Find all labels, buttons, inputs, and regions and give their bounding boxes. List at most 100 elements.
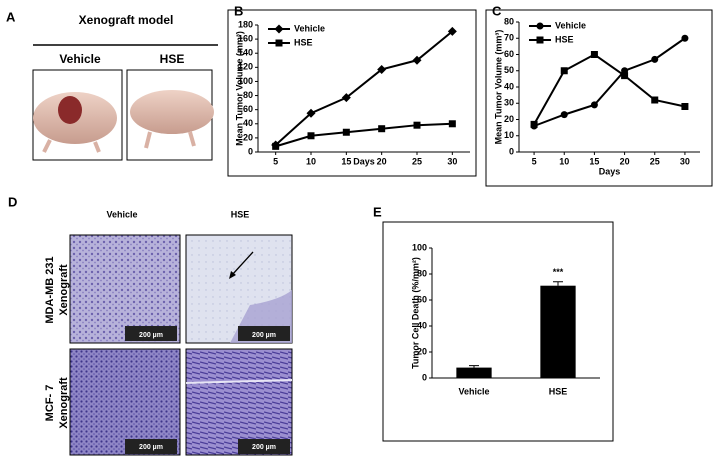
y-tick-label: 0 — [509, 146, 514, 156]
y-tick-label: 40 — [504, 81, 514, 91]
panel-label: B — [234, 3, 243, 18]
x-tick-label: Vehicle — [458, 386, 489, 396]
legend-marker — [536, 36, 544, 44]
legend-marker — [275, 39, 283, 47]
y-tick-label: 0 — [248, 146, 253, 156]
panel-frame — [382, 221, 614, 442]
legend-label: HSE — [555, 34, 574, 44]
svg-text:200 µm: 200 µm — [139, 444, 163, 451]
row-label: Xenograft — [58, 264, 70, 316]
x-tick-label: 20 — [620, 156, 630, 166]
series-line — [274, 30, 453, 146]
x-tick-label: 10 — [559, 156, 569, 166]
x-tick-label: 10 — [306, 156, 316, 166]
x-axis-label: Days — [353, 156, 375, 166]
y-tick-label: 20 — [417, 346, 427, 356]
panel-label: D — [8, 194, 17, 209]
y-tick-label: 20 — [243, 132, 253, 142]
panel-title: Xenograft model — [79, 13, 174, 27]
marker — [681, 34, 689, 42]
marker — [560, 111, 568, 119]
marker — [412, 55, 422, 65]
x-tick-label: 5 — [532, 156, 537, 166]
svg-text:200 µm: 200 µm — [252, 332, 276, 339]
y-tick-label: 80 — [417, 268, 427, 278]
series-line — [275, 122, 453, 148]
error-bar — [553, 281, 563, 286]
y-tick-label: 60 — [417, 294, 427, 304]
scale-bar: 200 µm — [125, 326, 177, 341]
y-tick-label: 120 — [238, 62, 253, 72]
y-tick-label: 180 — [238, 19, 253, 29]
x-axis-label: Days — [599, 166, 621, 176]
marker — [378, 125, 386, 133]
y-tick-label: 40 — [243, 118, 253, 128]
x-tick-label: 25 — [650, 156, 660, 166]
marker — [590, 101, 598, 109]
x-tick-label: 20 — [377, 156, 387, 166]
micrograph — [185, 348, 293, 456]
x-tick-label: 30 — [447, 156, 457, 166]
y-axis-label: Mean Tumor Volume (mm³) — [234, 31, 244, 146]
marker — [377, 64, 387, 74]
marker — [306, 108, 316, 118]
column-label: Vehicle — [59, 52, 101, 66]
y-tick-label: 10 — [504, 130, 514, 140]
row-label: MDA-MB 231 — [44, 256, 56, 323]
y-tick-label: 20 — [504, 114, 514, 124]
row-label: MCF- 7 — [44, 385, 56, 422]
marker — [560, 67, 568, 75]
y-tick-label: 140 — [238, 48, 253, 58]
marker — [307, 132, 315, 140]
y-tick-label: 60 — [504, 49, 514, 59]
panel-label: A — [6, 9, 16, 24]
x-tick-label: 15 — [341, 156, 351, 166]
annotation: *** — [553, 267, 564, 277]
marker — [621, 72, 629, 80]
marker — [448, 120, 456, 128]
marker — [342, 128, 350, 136]
column-label: Vehicle — [106, 209, 137, 219]
marker — [530, 120, 538, 128]
y-tick-label: 100 — [238, 76, 253, 86]
y-tick-label: 80 — [504, 16, 514, 26]
marker — [651, 96, 659, 104]
y-tick-label: 60 — [243, 104, 253, 114]
photo — [32, 69, 123, 161]
scale-bar: 200 µm — [125, 439, 177, 454]
bar — [456, 367, 492, 378]
column-label: HSE — [231, 209, 250, 219]
y-tick-label: 0 — [422, 372, 427, 382]
marker — [590, 51, 598, 58]
legend-marker — [274, 24, 284, 34]
panel-frame — [227, 9, 477, 177]
photo — [126, 69, 214, 161]
marker — [272, 142, 280, 150]
x-tick-label: 25 — [412, 156, 422, 166]
legend-label: Vehicle — [555, 20, 586, 30]
panel-label: E — [373, 204, 382, 219]
y-tick-label: 50 — [504, 65, 514, 75]
x-tick-label: 30 — [680, 156, 690, 166]
series-line — [533, 37, 686, 127]
x-tick-label: 15 — [589, 156, 599, 166]
y-axis-label: Mean Tumor Volume (mm³) — [493, 30, 503, 145]
y-axis-label: Tumor Cell Death (%/mm²) — [410, 257, 420, 369]
scale-bar: 200 µm — [238, 439, 290, 454]
marker — [651, 55, 659, 63]
bar — [540, 285, 576, 378]
panel-label: C — [492, 3, 502, 18]
marker — [681, 103, 689, 110]
micrograph — [69, 348, 181, 456]
legend-label: HSE — [294, 37, 313, 47]
marker — [447, 26, 457, 36]
series-line — [533, 53, 686, 125]
y-tick-label: 30 — [504, 98, 514, 108]
y-tick-label: 80 — [243, 90, 253, 100]
micrograph — [69, 234, 181, 344]
error-bar — [469, 365, 479, 368]
y-tick-label: 160 — [238, 33, 253, 43]
x-tick-label: 5 — [273, 156, 278, 166]
legend-label: Vehicle — [294, 23, 325, 33]
